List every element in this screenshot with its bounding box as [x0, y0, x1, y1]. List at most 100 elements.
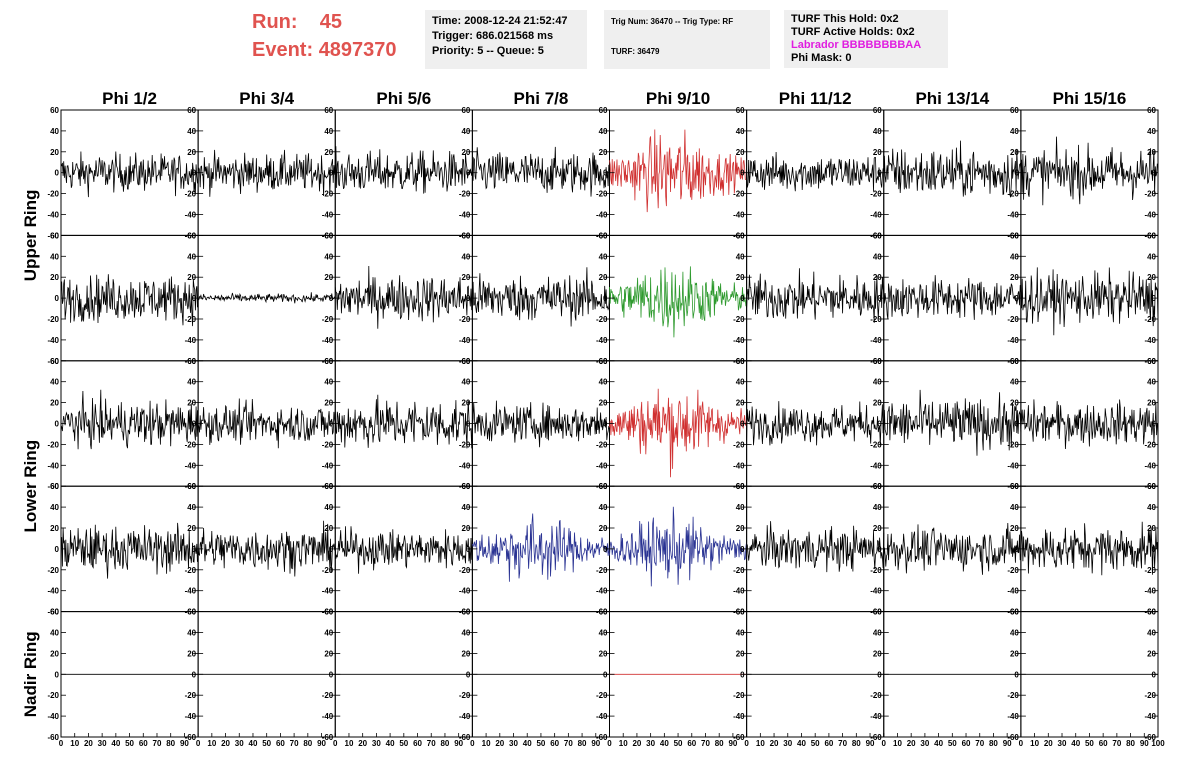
- ytick-label-r3-c5-1: 40: [873, 503, 882, 512]
- waveform-r3-c0: [60, 522, 199, 579]
- ytick-label-r4-c2-5: -40: [459, 712, 471, 721]
- ytick-label-r4-c3-5: -40: [596, 712, 608, 721]
- waveform-r0-c0: [60, 151, 199, 198]
- ytick-label-r0-c0-2: 20: [187, 148, 196, 157]
- ytick-label-r4-3: 0: [55, 670, 60, 679]
- ytick-label-r4-c3-3: 0: [603, 670, 608, 679]
- ytick-label-r0-c6-3: 0: [1014, 169, 1019, 178]
- ytick-label-r4-c6-6: -60: [1007, 733, 1019, 742]
- ytick-label-r2-c0-4: -20: [185, 440, 197, 449]
- ytick-label-r1-c4-4: -20: [733, 315, 745, 324]
- ytick-label-r4-6: -60: [47, 733, 59, 742]
- ytick-label-r2-c2-1: 40: [461, 378, 470, 387]
- ytick-label-r0-c5-2: 20: [873, 148, 882, 157]
- column-title-6: Phi 11/12: [779, 89, 852, 108]
- xtick-label-c5-5: 50: [811, 739, 820, 748]
- column-title-1: Phi 1/2: [102, 89, 157, 108]
- ytick-label-r2-c6-2: 20: [1010, 399, 1019, 408]
- ytick-label-r1-4: -20: [47, 315, 59, 324]
- xtick-label-c5-8: 80: [852, 739, 861, 748]
- ytick-label-r3-c0-3: 0: [192, 545, 197, 554]
- xtick-label-c2-7: 70: [427, 739, 436, 748]
- xtick-label-c7-5: 50: [1085, 739, 1094, 748]
- xtick-label-c0-3: 30: [98, 739, 107, 748]
- panel-frame-r3-c6: [883, 485, 1022, 613]
- xtick-label-c5-4: 40: [797, 739, 806, 748]
- ytick-label-r4-c4-2: 20: [736, 649, 745, 658]
- ring-label-nadir-ring: Nadir Ring: [21, 631, 40, 717]
- ytick-label-r2-5: -40: [47, 461, 59, 470]
- ytick-label-r4-1: 40: [50, 629, 59, 638]
- ytick-label-r3-c7-3: 0: [1152, 545, 1157, 554]
- ytick-label-r2-c1-3: 0: [329, 420, 334, 429]
- ytick-label-r1-c5-5: -40: [870, 336, 882, 345]
- trig-num-text: Trig Num: 36470 -- Trig Type: RF: [611, 17, 734, 26]
- ytick-label-r1-c0-1: 40: [187, 252, 196, 261]
- ytick-label-r1-c3-4: -20: [596, 315, 608, 324]
- ytick-label-r2-c7-0: 60: [1147, 357, 1156, 366]
- xtick-label-c7-1: 10: [1030, 739, 1039, 748]
- ytick-label-r4-c5-6: -60: [870, 733, 882, 742]
- ytick-label-r2-c4-2: 20: [736, 399, 745, 408]
- waveform-r1-c3: [472, 267, 610, 327]
- ytick-label-r3-c7-5: -40: [1144, 587, 1156, 596]
- ytick-label-r2-c3-4: -20: [596, 440, 608, 449]
- ytick-label-r1-c3-1: 40: [599, 252, 608, 261]
- ytick-label-r4-c5-3: 0: [877, 670, 882, 679]
- ytick-label-r2-c2-5: -40: [459, 461, 471, 470]
- xtick-label-c1-4: 40: [249, 739, 258, 748]
- ytick-label-r0-c6-0: 60: [1010, 106, 1019, 115]
- ytick-label-r2-c6-0: 60: [1010, 357, 1019, 366]
- run-label: Run:: [252, 11, 298, 33]
- ytick-label-r3-c4-1: 40: [736, 503, 745, 512]
- ytick-label-r0-c2-5: -40: [459, 211, 471, 220]
- xtick-label-c6-3: 30: [920, 739, 929, 748]
- ytick-label-r1-c2-4: -20: [459, 315, 471, 324]
- xtick-label-c2-0: 0: [333, 739, 338, 748]
- ytick-label-r2-c7-1: 40: [1147, 378, 1156, 387]
- xtick-label-c5-9: 90: [866, 739, 875, 748]
- ytick-label-r0-c3-2: 20: [599, 148, 608, 157]
- waveform-r0-c7: [1020, 136, 1159, 206]
- ytick-label-r4-c1-6: -60: [322, 733, 334, 742]
- xtick-label-c4-6: 60: [687, 739, 696, 748]
- ytick-label-r3-c4-0: 60: [736, 482, 745, 491]
- xtick-label-c6-4: 40: [934, 739, 943, 748]
- ytick-label-r4-c6-4: -20: [1007, 691, 1019, 700]
- ytick-label-r4-c4-3: 0: [740, 670, 745, 679]
- xtick-label-c2-3: 30: [372, 739, 381, 748]
- ytick-label-r0-4: -20: [47, 190, 59, 199]
- xtick-label-c6-1: 10: [893, 739, 902, 748]
- ytick-label-r0-c0-0: 60: [187, 106, 196, 115]
- ytick-label-r2-c4-0: 60: [736, 357, 745, 366]
- ytick-label-r1-c3-2: 20: [599, 273, 608, 282]
- ytick-label-r2-c0-3: 0: [192, 420, 197, 429]
- ytick-label-r3-c0-0: 60: [187, 482, 196, 491]
- waveform-r2-c7: [1020, 399, 1159, 450]
- ytick-label-r4-c0-1: 40: [187, 629, 196, 638]
- ytick-label-r4-c7-1: 40: [1147, 629, 1156, 638]
- ytick-label-r4-c0-4: -20: [185, 691, 197, 700]
- ytick-label-r3-c1-2: 20: [324, 524, 333, 533]
- ytick-label-r1-c7-3: 0: [1152, 294, 1157, 303]
- ytick-label-r4-c7-6: -60: [1144, 733, 1156, 742]
- ytick-label-r2-c2-2: 20: [461, 399, 470, 408]
- ytick-label-r3-5: -40: [47, 587, 59, 596]
- waveform-r1-c4: [609, 266, 747, 338]
- waveform-r1-c0: [60, 274, 199, 327]
- ytick-label-r0-c3-3: 0: [603, 169, 608, 178]
- ytick-label-r1-c6-1: 40: [1010, 252, 1019, 261]
- ytick-label-r0-c7-0: 60: [1147, 106, 1156, 115]
- ytick-label-r0-c4-1: 40: [736, 127, 745, 136]
- ytick-label-r3-c0-2: 20: [187, 524, 196, 533]
- ytick-label-r3-c1-1: 40: [324, 503, 333, 512]
- panel-frame-r1-c5: [746, 234, 885, 362]
- column-title-2: Phi 3/4: [239, 89, 294, 108]
- ytick-label-r2-c3-0: 60: [599, 357, 608, 366]
- ytick-label-r1-c4-0: 60: [736, 231, 745, 240]
- ytick-label-r3-c0-5: -40: [185, 587, 197, 596]
- ytick-label-r0-2: 20: [50, 148, 59, 157]
- ytick-label-r3-c7-0: 60: [1147, 482, 1156, 491]
- ytick-label-r4-2: 20: [50, 649, 59, 658]
- ytick-label-r4-c5-5: -40: [870, 712, 882, 721]
